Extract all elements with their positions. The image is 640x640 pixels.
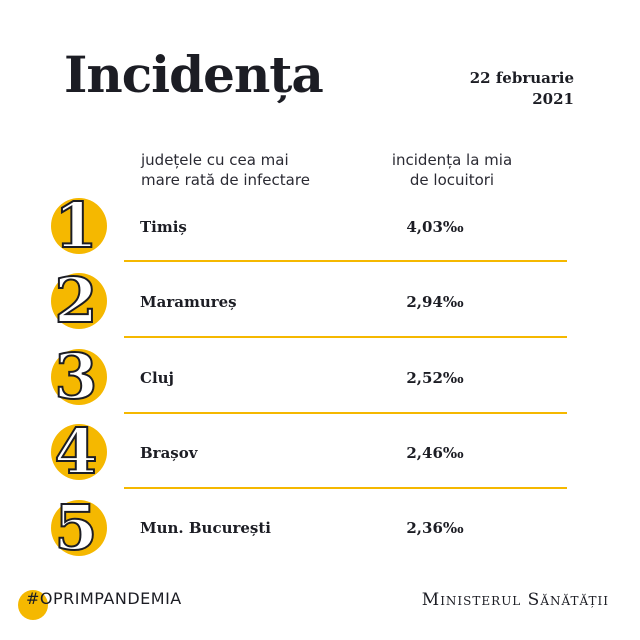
incidence-value: 2,52‰ [406, 369, 464, 387]
date-day-month: 22 februarie [469, 69, 574, 87]
incidence-value: 2,46‰ [406, 444, 464, 462]
date-label: 22 februarie 2021 [470, 68, 574, 110]
incidence-value: 2,36‰ [406, 519, 464, 537]
ministry-logo: Ministerul Sănătății [421, 590, 609, 610]
county-name: Timiș [140, 218, 187, 236]
row-divider [124, 487, 567, 489]
county-name: Brașov [140, 444, 198, 462]
row-divider [124, 412, 567, 414]
column-header-incidence-line2: de locuitori [409, 171, 495, 189]
rank-number: 2 [54, 264, 97, 337]
rank-badge: 2 [48, 263, 110, 338]
rank-badge: 5 [48, 490, 110, 565]
rank-number: 1 [54, 189, 97, 262]
rank-badge: 3 [48, 339, 110, 414]
column-header-counties-line1: județele cu cea mai [141, 151, 289, 169]
hashtag-dot [18, 590, 48, 620]
page-title: Incidența [64, 45, 324, 104]
column-header-counties: județele cu cea mai mare rată de infecta… [141, 150, 310, 190]
incidence-value: 4,03‰ [406, 218, 464, 236]
column-header-incidence-line1: incidența la mia [391, 151, 513, 169]
column-header-incidence: incidența la mia de locuitori [372, 150, 532, 190]
rank-badge: 1 [48, 188, 110, 263]
county-name: Cluj [140, 369, 174, 387]
column-header-counties-line2: mare rată de infectare [141, 171, 310, 189]
hashtag-label: #OPRIMPANDEMIA [26, 589, 182, 608]
rank-number: 4 [54, 415, 97, 488]
rank-number: 3 [54, 340, 97, 413]
rank-badge: 4 [48, 414, 110, 489]
county-name: Maramureș [140, 293, 237, 311]
row-divider [124, 336, 567, 338]
county-name: Mun. București [140, 519, 272, 537]
rank-number: 5 [54, 491, 97, 564]
date-year: 2021 [532, 90, 574, 108]
row-divider [124, 260, 567, 262]
incidence-value: 2,94‰ [406, 293, 464, 311]
